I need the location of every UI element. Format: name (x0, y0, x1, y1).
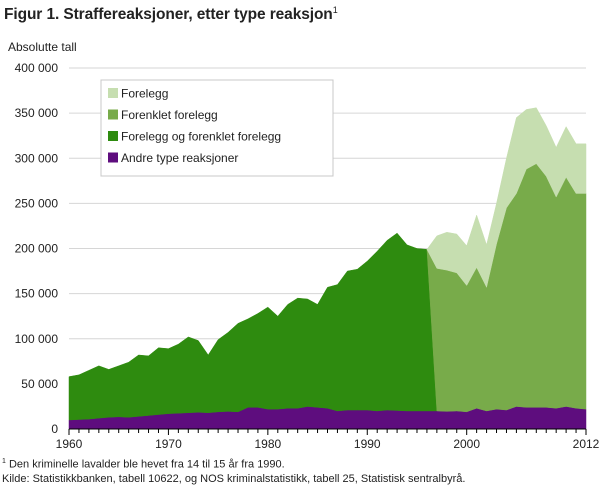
y-tick-label: 350 000 (15, 106, 59, 120)
x-tick-label: 1990 (354, 437, 381, 451)
legend-label: Forelegg (121, 87, 168, 101)
source-note: Kilde: Statistikkbanken, tabell 10622, o… (2, 473, 466, 485)
footnote: 1 Den kriminelle lavalder ble hevet fra … (2, 458, 285, 471)
x-tick-label: 2000 (453, 437, 480, 451)
figure-title: Figur 1. Straffereaksjoner, etter type r… (4, 5, 338, 24)
x-tick-label: 1960 (56, 437, 83, 451)
legend-label: Forenklet forelegg (121, 108, 218, 122)
legend-box (100, 79, 334, 177)
legend-label: Forelegg og forenklet forelegg (121, 130, 281, 144)
y-tick-label: 200 000 (15, 242, 59, 256)
area-forelegg-og-forenklet-forelegg (68, 232, 438, 421)
area-forelegg (426, 107, 587, 289)
legend-label: Andre type reaksjoner (121, 151, 238, 165)
figure-title-text: Figur 1. Straffereaksjoner, etter type r… (4, 6, 333, 24)
y-tick-label: 150 000 (15, 287, 59, 301)
y-tick-label: 300 000 (15, 151, 59, 165)
y-tick-label: 400 000 (15, 61, 59, 75)
x-tick-label: 1970 (155, 437, 182, 451)
axes: 0 50 000 100 000 150 000 200 000 250 000 300 0… (15, 61, 600, 451)
y-tick-label: 0 (51, 422, 58, 436)
footnote-marker: 1 (2, 458, 6, 465)
area-series (68, 107, 587, 430)
title-note-marker: 1 (332, 5, 338, 15)
y-axis-unit-label: Absolutte tall (8, 40, 77, 54)
legend-swatch (108, 88, 118, 98)
footnote-text: Den kriminelle lavalder ble hevet fra 14… (5, 458, 285, 471)
legend-swatch (108, 152, 118, 163)
x-tick-label: 1980 (254, 437, 281, 451)
legend-swatch (108, 131, 118, 141)
legend: Forelegg Forenklet forelegg Forelegg og fo… (100, 79, 334, 177)
legend-swatch (108, 109, 118, 120)
y-tick-label: 50 000 (21, 377, 58, 391)
x-tick-label: 2012 (573, 437, 600, 451)
y-tick-label: 250 000 (15, 196, 59, 210)
y-tick-label: 100 000 (15, 332, 59, 346)
